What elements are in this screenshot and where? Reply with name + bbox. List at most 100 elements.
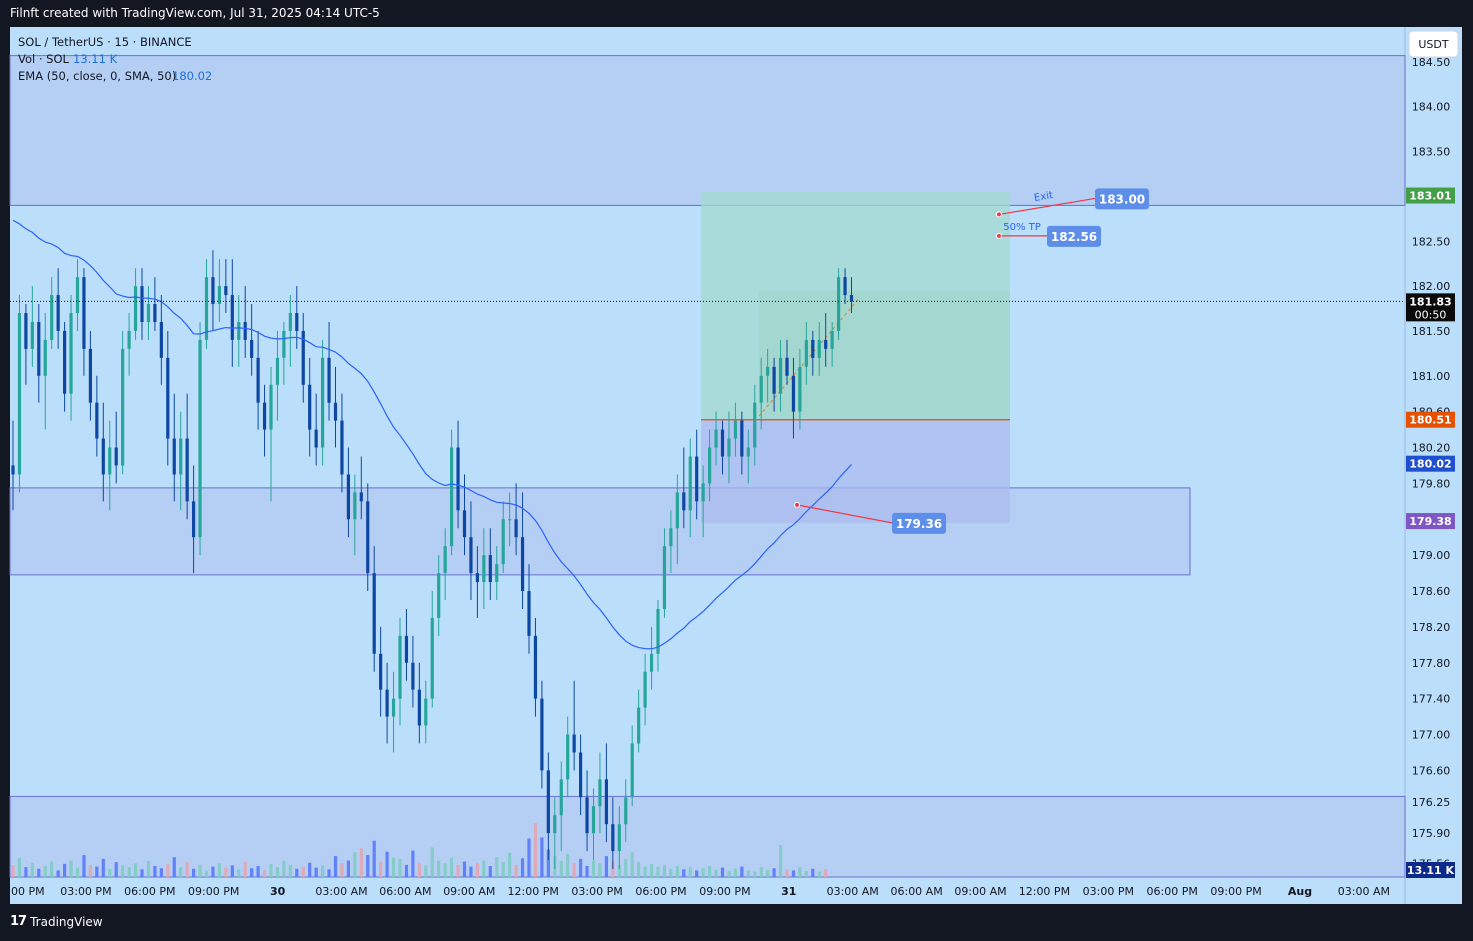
volume-bar [379,861,383,877]
candle-body [166,357,170,439]
volume-bar [372,840,376,877]
candle-body [778,357,783,394]
long-position-tool[interactable] [701,191,1010,523]
annotation-label-box [1047,225,1101,247]
volume-bar [772,868,776,877]
candle-body [321,357,325,448]
volume-bar [153,866,157,877]
price-axis[interactable]: 184.50 184.00 183.50 182.50 182.00 181.50 181.… [1412,56,1451,871]
price-tick-label: 182.50 [1412,235,1451,248]
currency-button[interactable] [1408,30,1459,58]
candle-body [740,420,744,457]
zone-price-badge-box [1406,513,1455,530]
price-tick-label: 183.50 [1412,146,1451,159]
candle-body [282,330,286,358]
legend-volume-label[interactable]: Vol · SOL [18,52,70,66]
volume-bar [566,853,570,877]
candle-body [404,635,409,663]
candle-body [849,295,854,302]
legend-symbol[interactable]: SOL / TetherUS · 15 · BINANCE [18,35,192,49]
candle-body [391,698,396,717]
candle-body [295,313,299,331]
volume-bar [720,867,725,877]
time-axis-background[interactable] [10,877,1405,904]
price-tick-label: 177.40 [1412,693,1451,706]
time-tick-label: 09:00 PM [188,885,239,898]
price-tick-label: 179.80 [1412,477,1451,490]
volume-bar [714,869,718,877]
volume-bar [340,863,344,877]
time-tick-label: 06:00 PM [635,885,686,898]
volume-bar [824,869,828,877]
volume-bar [224,867,228,877]
candle-body [108,447,112,475]
candle-body [133,286,138,331]
candle-body [546,770,550,834]
annotation-price-label: 182.56 [1051,230,1097,244]
candle-body [785,357,789,376]
candle-body [437,573,441,618]
volume-bar [82,855,86,877]
volume-bar [695,870,699,877]
candle-body [611,824,615,852]
volume-bar [540,837,544,877]
volume-bar [75,867,80,877]
volume-bar [327,869,331,877]
volume-bars [11,823,828,877]
volume-bar [527,838,531,877]
volume-bar [598,863,602,877]
volume-bar [617,864,621,877]
last-price-badge-box [1406,293,1455,322]
annotations[interactable]: 183.00 Exit 182.56 50% TP 179.36 [794,188,1150,534]
volume-bar [759,867,763,877]
candle-body [11,465,15,475]
volume-bar [804,870,808,877]
time-tick-label: 06:00 AM [890,885,942,898]
candle-body [17,313,22,475]
candles [11,250,854,870]
price-tick-label: 176.25 [1412,796,1451,809]
volume-bar [391,857,396,877]
volume-bar [217,863,221,877]
volume-bar [753,871,757,877]
volume-bar [11,864,15,877]
volume-bar [669,868,673,877]
legend-ema-label[interactable]: EMA (50, close, 0, SMA, 50) [18,69,176,83]
entry-price-badge-text: 180.51 [1409,414,1451,427]
candle-body [630,743,634,798]
candle-body [714,429,718,448]
candle-body [708,447,712,484]
candle-body [308,384,312,430]
time-tick-label: 09:00 AM [443,885,495,898]
candle-body [140,286,144,322]
volume-bar [275,867,280,877]
annotation-price-label: 183.00 [1099,192,1145,206]
tradingview-brand[interactable]: 𝟭𝟳 TradingView [10,914,103,929]
time-axis[interactable]: :00 PM 03:00 PM 06:00 PM 09:00 PM 30 03:00 AM… [7,885,1390,898]
tradingview-logo-icon: 𝟭𝟳 [10,914,27,929]
candle-body [688,456,692,511]
candle-body [50,295,54,340]
volume-bar [508,852,512,877]
volume-bar [475,863,479,877]
candle-body [262,402,267,430]
brand-name: TradingView [30,914,103,929]
candle-body [624,797,628,825]
candle-body [837,277,841,331]
volume-bar [146,861,151,877]
volume-bar [791,870,796,877]
volume-bar [656,867,660,877]
candle-body [830,330,834,349]
time-tick-label: 06:00 AM [379,885,431,898]
volume-badge-text: 13.11 K [1407,864,1455,877]
time-tick-label: 12:00 PM [1019,885,1070,898]
candle-body [333,402,338,421]
volume-bar [450,857,454,877]
candle-body [114,447,118,466]
chart-caption: Filnft created with TradingView.com, Jul… [10,6,380,20]
candle-body [469,537,473,574]
candle-body [346,474,350,520]
volume-bar [101,858,105,877]
time-tick-label: 12:00 PM [508,885,559,898]
